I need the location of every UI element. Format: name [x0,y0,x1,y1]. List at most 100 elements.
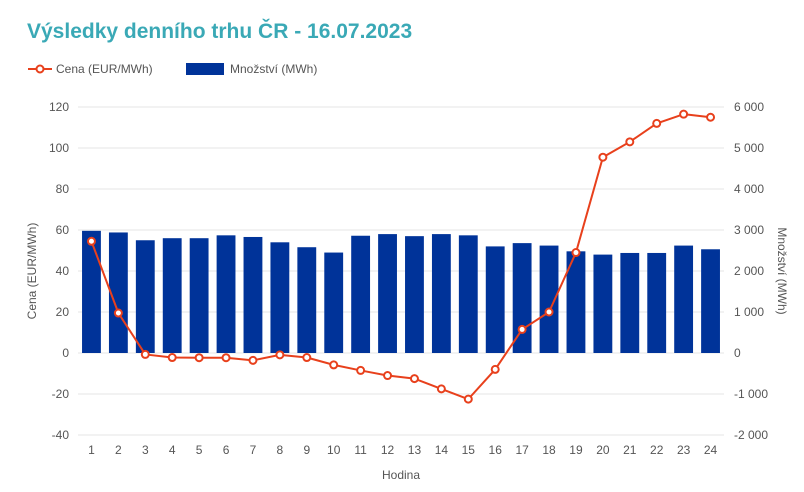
x-axis-tick-label: 8 [277,443,284,457]
x-axis-tick-label: 21 [623,443,637,457]
x-axis-tick-label: 16 [489,443,503,457]
right-axis-tick-label: -2 000 [734,428,768,442]
x-axis-tick-label: 22 [650,443,664,457]
price-point [598,152,608,162]
right-axis-tick-label: 5 000 [734,141,764,155]
left-axis-tick-label: 80 [56,182,70,196]
x-axis-tick-label: 17 [515,443,529,457]
left-axis-tick-label: 60 [56,223,70,237]
right-axis-tick-label: 6 000 [734,100,764,114]
volume-bar [162,238,182,353]
volume-bar [674,245,694,353]
x-axis-tick-label: 7 [250,443,257,457]
volume-bar [135,240,155,353]
volume-bar [620,252,640,353]
price-point [679,109,689,119]
volume-bar [189,238,209,353]
right-axis-tick-label: 1 000 [734,305,764,319]
x-axis: 1 2 3 4 5 6 7 8 9 10 11 12 13 14 15 16 17 18 19 20 21 22 23 24 [88,443,717,457]
x-axis-tick-label: 19 [569,443,583,457]
price-point [113,308,123,318]
x-axis-tick-label: 3 [142,443,149,457]
right-axis-tick-label: 0 [734,346,741,360]
price-point [383,371,393,381]
price-point [517,324,527,334]
price-point [652,118,662,128]
volume-bar [324,252,344,353]
x-axis-tick-label: 18 [542,443,556,457]
volume-bar [539,245,559,353]
x-axis-tick-label: 9 [303,443,310,457]
price-point [625,137,635,147]
volume-bar [351,235,371,353]
right-axis-tick-label: 2 000 [734,264,764,278]
price-point [275,350,285,360]
left-axis-tick-label: 120 [49,100,69,114]
volume-bar [701,249,720,353]
x-axis-tick-label: 11 [354,443,367,457]
volume-bar [108,232,128,353]
price-point [140,349,150,359]
volume-bar [297,247,317,353]
x-axis-tick-label: 24 [704,443,718,457]
price-point [463,394,473,404]
left-axis-title: Cena (EUR/MWh) [25,223,39,320]
volume-bar [378,234,397,353]
left-axis-tick-label: 20 [56,305,70,319]
price-point [356,365,366,375]
volume-bar [593,254,613,353]
right-axis-tick-label: 4 000 [734,182,764,196]
page-title: Výsledky denního trhu ČR - 16.07.2023 [27,20,413,43]
volume-bar [485,246,505,353]
x-axis-tick-label: 2 [115,443,122,457]
volume-bar [216,235,236,353]
left-axis-tick-label: 0 [62,346,69,360]
right-axis: -2 000 -1 000 0 1 000 2 000 3 000 4 000 5 000 6 … [734,100,768,442]
legend-volume-label: Množství (MWh) [230,62,318,76]
x-axis-title: Hodina [382,468,420,482]
x-axis-tick-label: 12 [381,443,395,457]
right-axis-title: Množství (MWh) [775,227,789,314]
price-line [90,113,711,401]
price-point [221,353,231,363]
legend-bar-symbol [186,63,224,75]
right-axis-tick-label: -1 000 [734,387,768,401]
x-axis-tick-label: 5 [196,443,203,457]
price-line-layer [86,109,716,404]
legend-line-symbol [28,64,52,74]
price-point [86,236,96,246]
volume-bar [458,235,478,353]
x-axis-tick-label: 23 [677,443,691,457]
x-axis-tick-label: 14 [435,443,449,457]
x-axis-tick-label: 13 [408,443,422,457]
price-point [248,355,258,365]
price-point [436,384,446,394]
left-axis-tick-label: -20 [52,387,70,401]
x-axis-tick-label: 6 [223,443,230,457]
legend-item-volume[interactable]: Množství (MWh) [186,62,317,76]
x-axis-tick-label: 15 [462,443,476,457]
legend-item-price[interactable]: Cena (EUR/MWh) [26,62,153,76]
left-axis-tick-label: 100 [49,141,69,155]
price-point [302,353,312,363]
price-point [490,364,500,374]
price-point [706,112,716,122]
x-axis-tick-label: 4 [169,443,176,457]
left-axis: -40 -20 0 20 40 60 80 100 120 [49,100,69,442]
left-axis-tick-label: 40 [56,264,70,278]
volume-bar [243,236,263,353]
legend-price-label: Cena (EUR/MWh) [56,62,153,76]
price-point [167,353,177,363]
right-axis-tick-label: 3 000 [734,223,764,237]
volume-bar [270,242,290,353]
x-axis-tick-label: 20 [596,443,610,457]
price-point [329,360,339,370]
price-point [409,374,419,384]
price-point [571,248,581,258]
volume-bar [431,234,451,353]
left-axis-tick-label: -40 [52,428,70,442]
volume-bar [566,251,586,353]
volume-bar [82,230,101,353]
volume-bar [405,236,424,353]
